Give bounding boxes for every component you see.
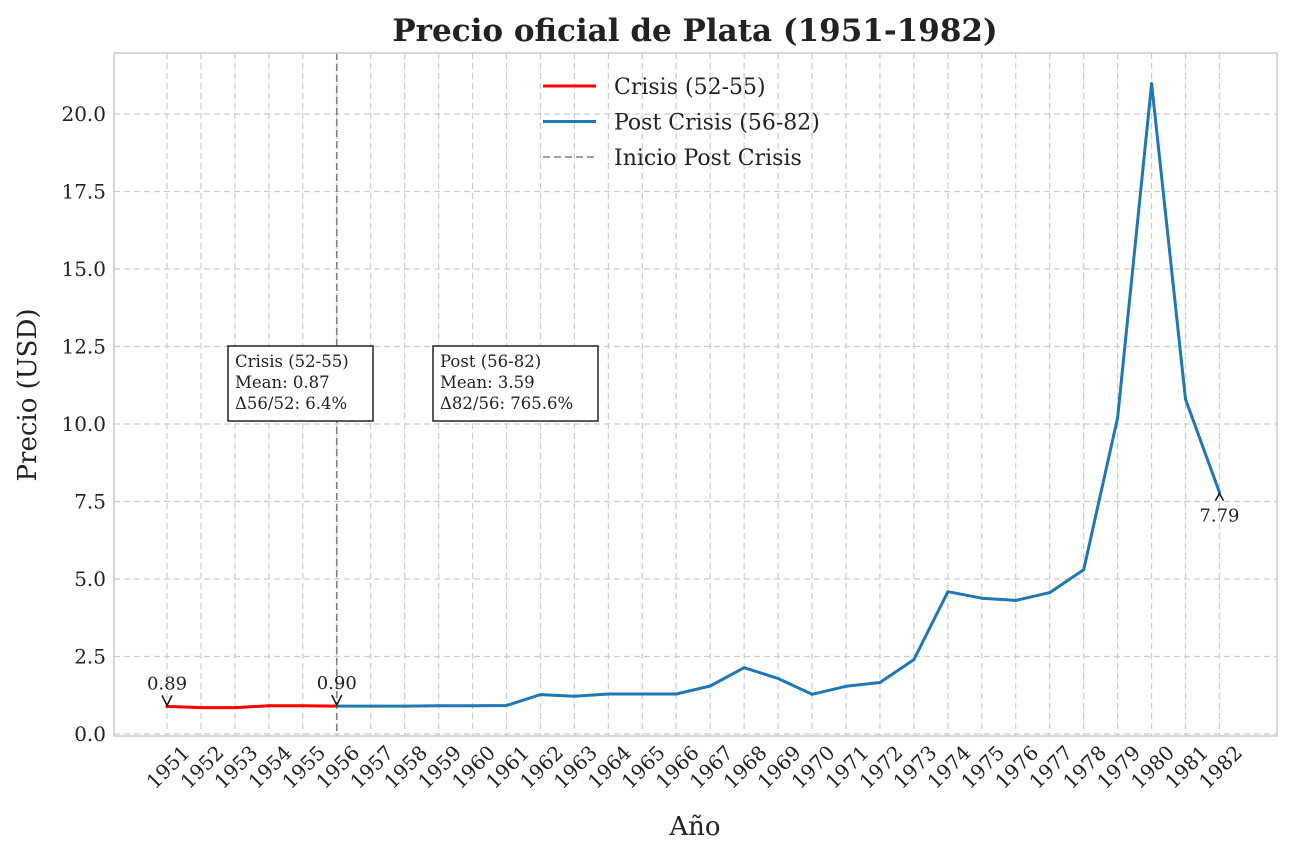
stat-box-line: Crisis (52-55)	[235, 352, 349, 371]
data-point	[708, 684, 712, 688]
y-tick-label: 17.5	[61, 180, 106, 204]
x-axis-label: Año	[668, 812, 720, 842]
data-point	[1082, 568, 1086, 572]
y-tick-label: 0.0	[74, 722, 106, 746]
data-point	[505, 703, 508, 707]
series-group	[165, 82, 1221, 710]
y-tick-label: 20.0	[61, 102, 106, 126]
data-point	[1014, 598, 1018, 602]
data-point	[640, 692, 644, 696]
series-line-0	[165, 704, 339, 710]
y-tick-label: 5.0	[74, 567, 106, 591]
data-point	[1150, 82, 1154, 86]
stat-box-line: Mean: 0.87	[235, 373, 330, 392]
data-point	[199, 706, 203, 710]
data-point	[742, 666, 746, 670]
data-point	[844, 684, 848, 688]
data-point	[912, 658, 916, 662]
data-point	[267, 704, 271, 708]
y-tick-label: 12.5	[61, 335, 106, 359]
y-tick-label: 7.5	[74, 490, 106, 514]
data-point	[878, 681, 882, 685]
data-point	[301, 704, 305, 708]
y-tick-label: 15.0	[61, 257, 106, 281]
legend-label: Inicio Post Crisis	[614, 146, 802, 171]
point-label: 0.89	[147, 673, 187, 694]
legend-label: Crisis (52-55)	[614, 75, 766, 100]
y-tick-label: 2.5	[74, 645, 106, 669]
point-label: 7.79	[1199, 506, 1239, 527]
y-tick-label: 10.0	[61, 412, 106, 436]
legend: Crisis (52-55) Post Crisis (56-82) Inicio …	[543, 75, 820, 171]
data-point	[980, 596, 984, 600]
data-point	[369, 704, 373, 708]
data-point	[1048, 591, 1052, 595]
y-axis-label: Precio (USD)	[13, 309, 43, 482]
stat-boxes: Crisis (52-55) Mean: 0.87 Δ56/52: 6.4% Post…	[227, 345, 599, 422]
point-label: 0.90	[317, 673, 357, 694]
stat-box-line: Δ56/52: 6.4%	[235, 394, 347, 413]
data-point	[572, 694, 576, 698]
data-point	[606, 692, 610, 696]
point-label-arrow	[331, 694, 343, 707]
data-point	[946, 590, 950, 594]
stat-box-line: Post (56-82)	[440, 352, 541, 371]
point-label-arrow	[1214, 491, 1225, 501]
data-point	[403, 704, 407, 708]
data-point	[1184, 397, 1187, 401]
plot-frame	[113, 52, 1278, 737]
data-point	[538, 693, 542, 697]
data-point	[233, 706, 237, 710]
data-point	[810, 692, 814, 696]
point-labels: 0.89 0.90 7.79	[147, 491, 1239, 708]
stat-box	[432, 345, 599, 422]
data-point	[1116, 416, 1120, 420]
stat-box-line: Mean: 3.59	[440, 373, 535, 392]
point-label-arrow	[161, 695, 173, 708]
data-point	[776, 677, 780, 681]
data-point	[471, 704, 475, 708]
data-point	[437, 704, 441, 708]
y-axis-ticks: 0.0 2.5 5.0 7.5 10.0 12.5 15.0 17.5 20.0	[61, 102, 106, 746]
legend-label: Post Crisis (56-82)	[614, 111, 820, 136]
data-point	[674, 692, 678, 696]
chart-title: Precio oficial de Plata (1951-1982)	[392, 13, 997, 49]
stat-box	[227, 345, 374, 422]
stat-box-line: Δ82/56: 765.6%	[440, 394, 573, 413]
